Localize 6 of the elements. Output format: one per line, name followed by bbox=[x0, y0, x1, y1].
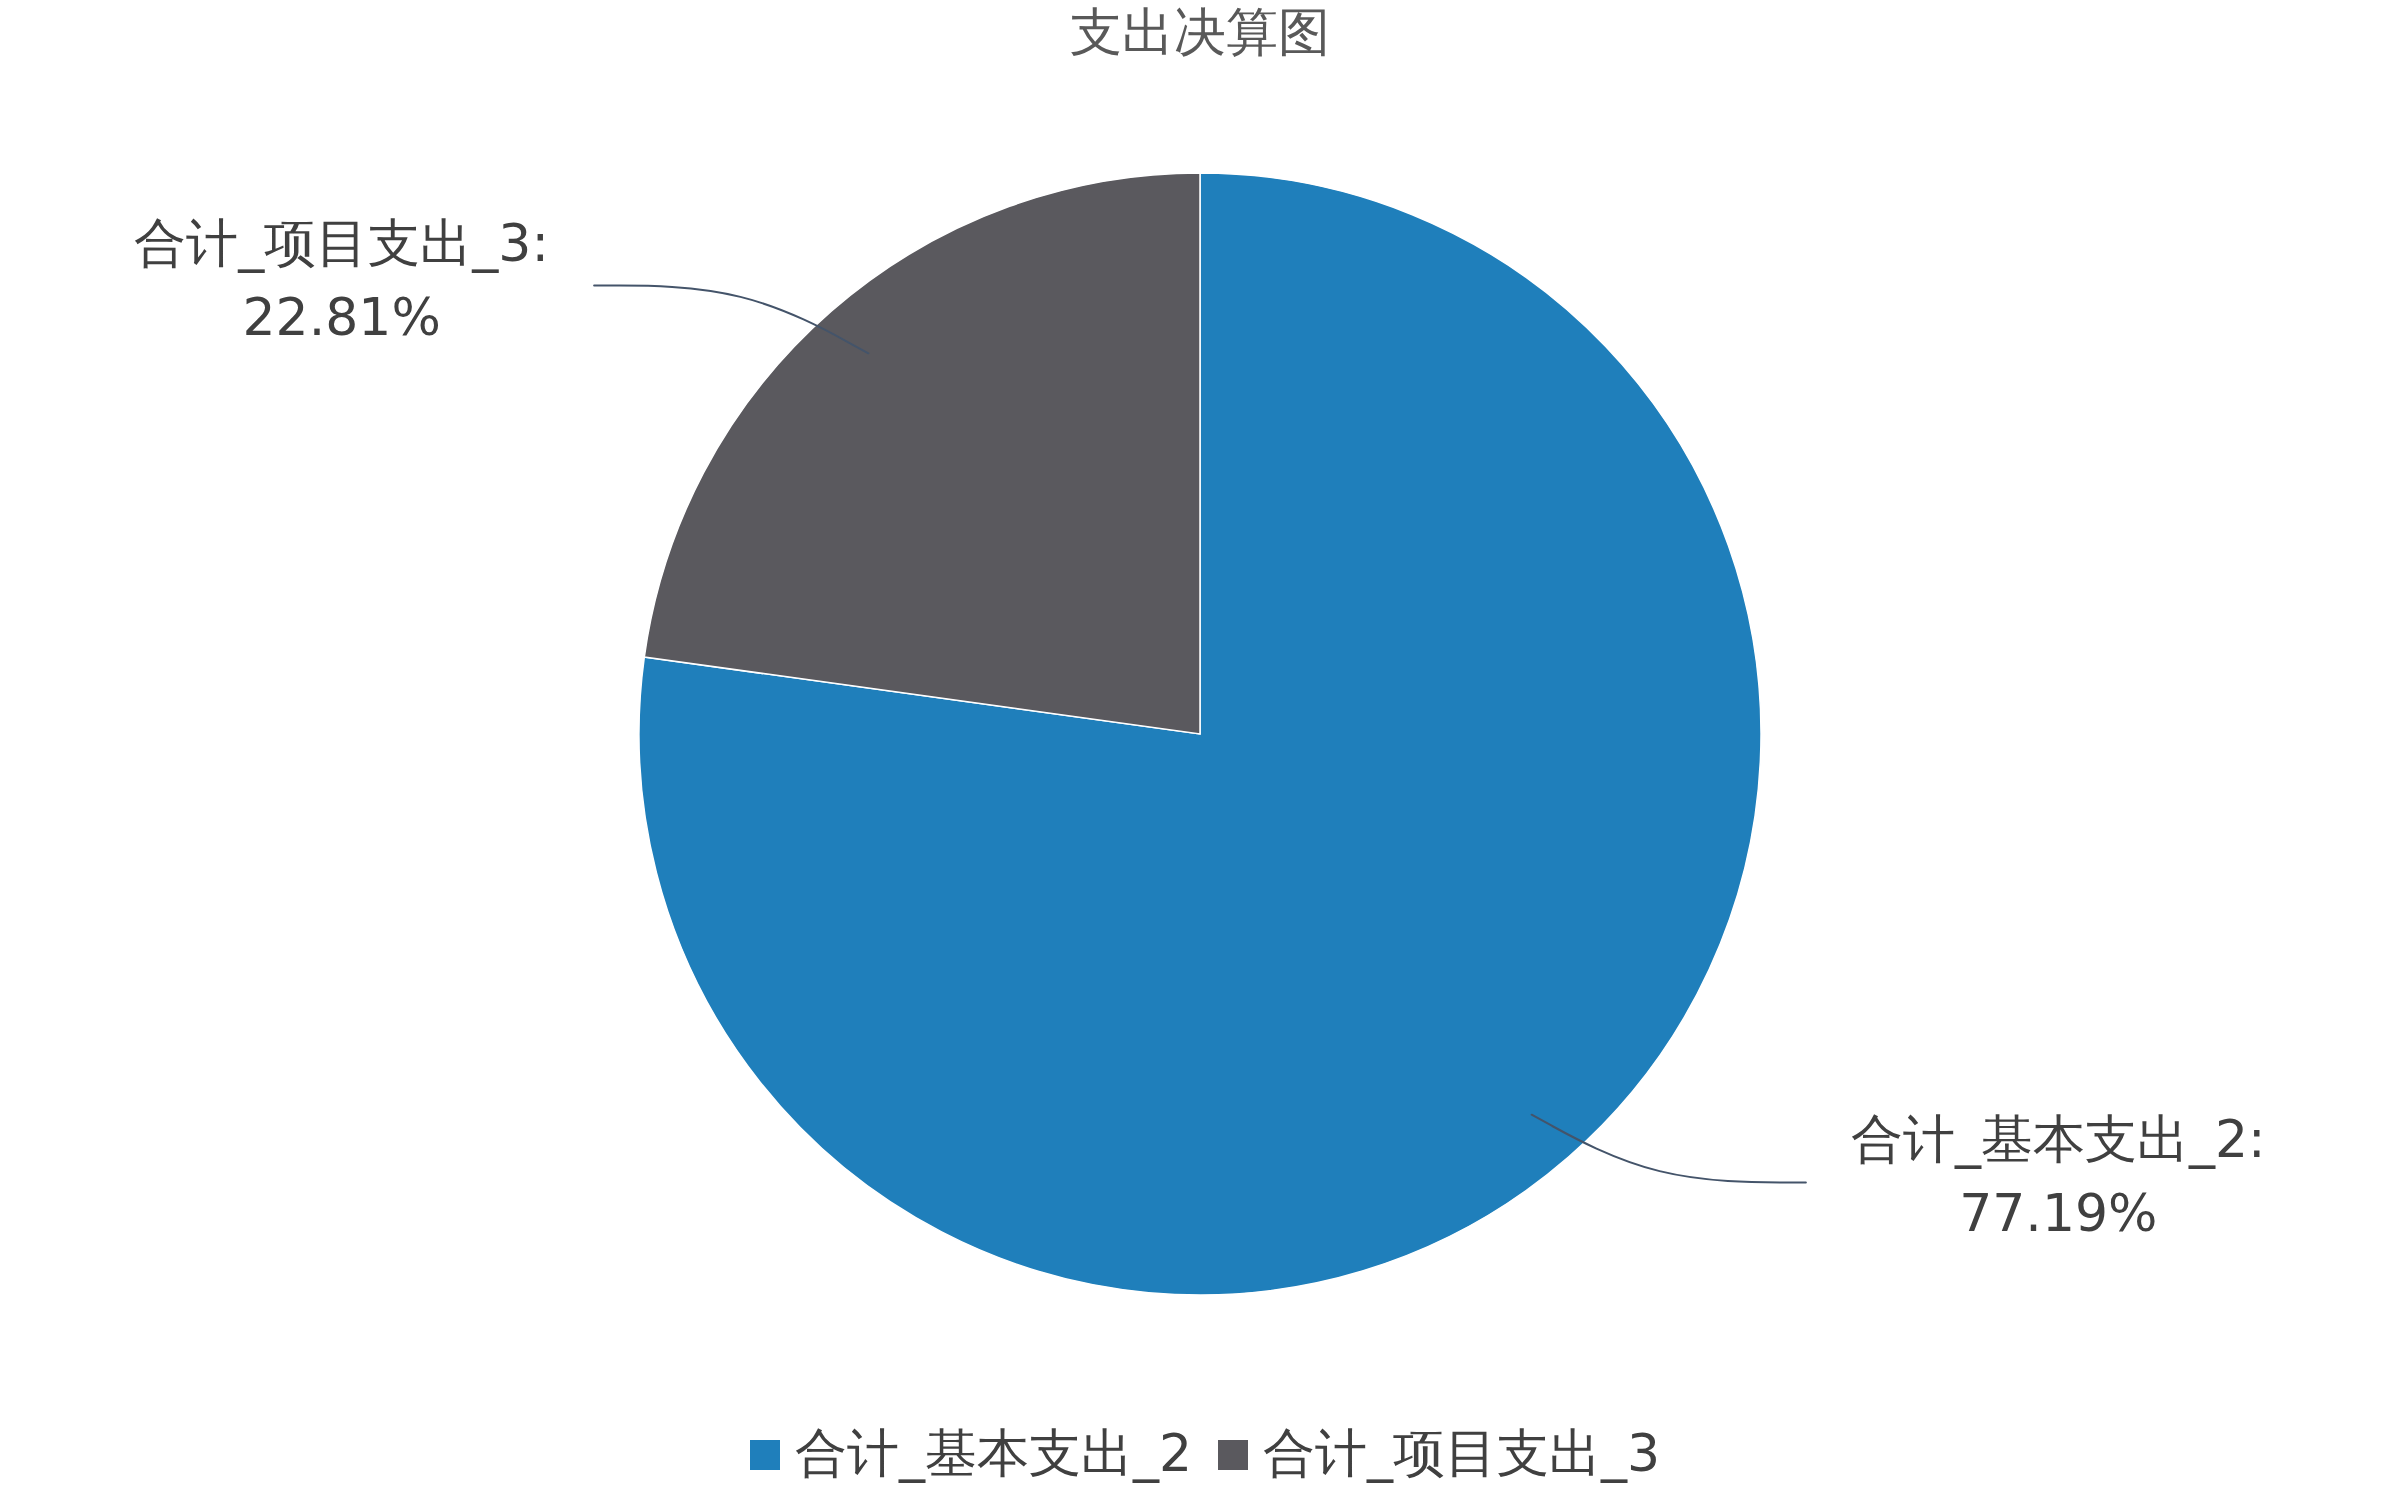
legend-label: 合计_基本支出_2 bbox=[795, 1423, 1193, 1483]
legend-label: 合计_项目支出_3 bbox=[1263, 1423, 1661, 1483]
data-label: 合计_基本支出_2: 77.19% bbox=[1851, 1109, 2266, 1244]
chart-title: 支出决算图 bbox=[1070, 2, 1330, 62]
pie-slice bbox=[638, 172, 1762, 1296]
data-label: 合计_项目支出_3: 22.81% bbox=[134, 212, 549, 347]
